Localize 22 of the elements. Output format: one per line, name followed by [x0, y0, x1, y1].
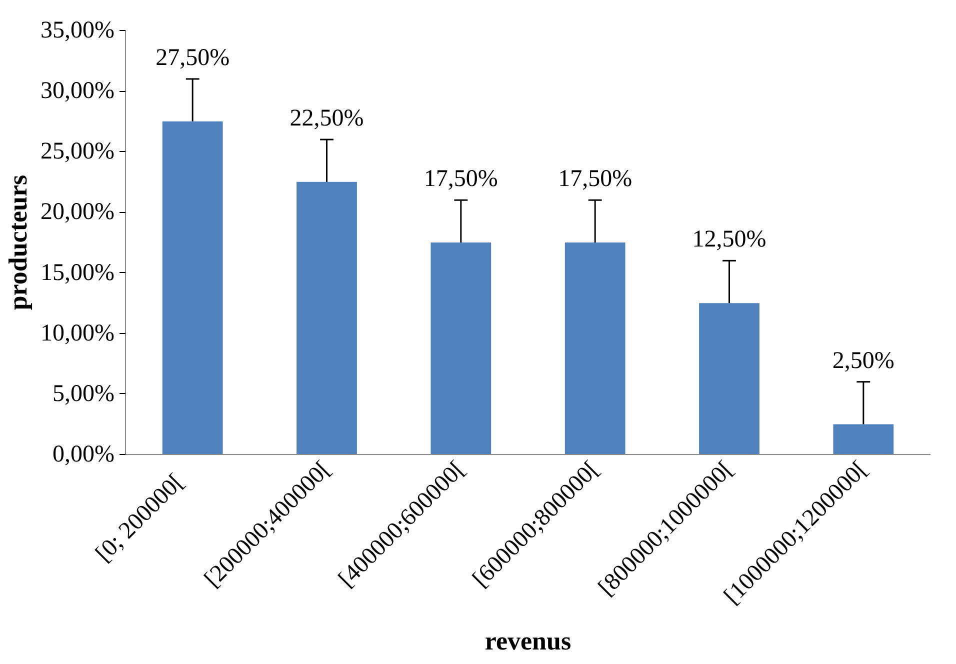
bar: [699, 303, 760, 454]
bar: [430, 242, 492, 454]
data-label: 12,50%: [692, 226, 766, 253]
bar: [162, 121, 223, 454]
y-tick-label: 15,00%: [40, 260, 115, 286]
bar: [296, 182, 357, 454]
data-label: 17,50%: [558, 166, 632, 192]
bar: [564, 242, 626, 454]
y-tick-label: 0,00%: [52, 442, 115, 468]
data-label: 2,50%: [832, 348, 894, 374]
bar: [833, 424, 894, 454]
y-tick-label: 5,00%: [52, 380, 115, 407]
y-tick-label: 25,00%: [40, 138, 115, 165]
data-label: 22,50%: [290, 106, 364, 132]
y-tick-label: 10,00%: [40, 320, 115, 346]
y-tick-label: 20,00%: [40, 199, 115, 226]
x-axis-title: revenus: [484, 626, 572, 656]
data-label: 17,50%: [424, 166, 498, 192]
data-label: 27,50%: [156, 44, 230, 71]
y-tick-label: 35,00%: [40, 18, 115, 44]
y-tick-label: 30,00%: [40, 78, 115, 104]
y-axis-title: producteurs: [4, 174, 33, 310]
